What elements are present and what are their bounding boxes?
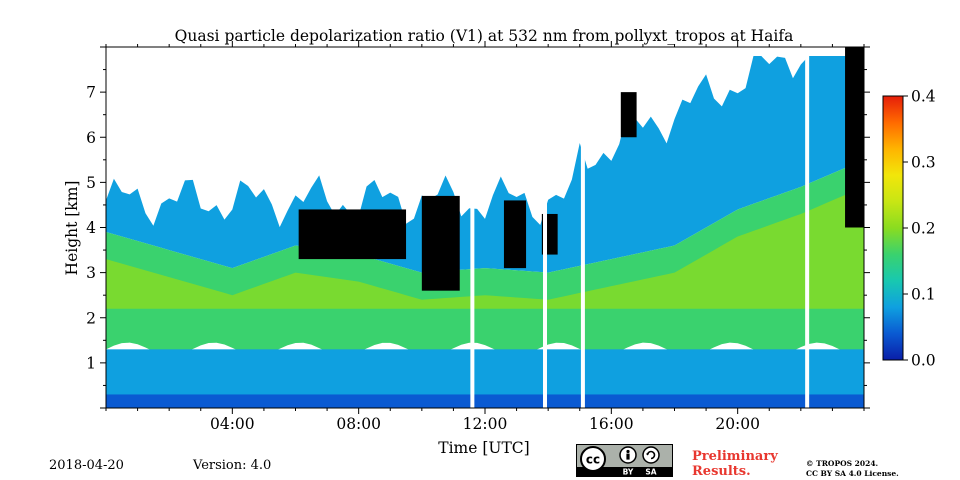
y-tick-label: 1 (86, 354, 96, 372)
x-tick-label: 20:00 (715, 415, 760, 433)
y-tick-label: 2 (86, 309, 96, 327)
x-axis-label: Time [UTC] (438, 439, 529, 457)
svg-text:SA: SA (645, 468, 656, 477)
version-label: Version: 4.0 (193, 458, 272, 473)
y-tick-label: 4 (86, 219, 96, 237)
data-gap (470, 47, 475, 408)
cloud-block (421, 195, 460, 291)
svg-text:BY: BY (623, 468, 634, 477)
colorbar-tick-label: 0.3 (911, 154, 936, 172)
y-axis-label: Height [km] (63, 181, 81, 276)
cc-icon (580, 446, 606, 472)
colorbar (882, 95, 904, 361)
data-gap (805, 47, 810, 408)
y-tick-label: 3 (86, 264, 96, 282)
upper-aerosol-layer (106, 56, 864, 273)
preliminary-results-label: Preliminary Results. (692, 449, 778, 479)
data-gap (580, 47, 585, 408)
cloud-block (503, 200, 527, 269)
share-alike-icon (642, 446, 660, 464)
x-tick-label: 08:00 (336, 415, 381, 433)
cloud-block (620, 92, 637, 138)
y-tick-label: 6 (86, 129, 96, 147)
x-tick-label: 04:00 (210, 415, 255, 433)
x-axis: 04:00 08:00 12:00 16:00 20:00 (105, 41, 865, 433)
date-label: 2018-04-20 (49, 458, 124, 473)
cloud-block (298, 209, 407, 260)
chart-title: Quasi particle depolarization ratio (V1)… (175, 27, 794, 45)
x-tick-label: 16:00 (589, 415, 634, 433)
colorbar-tick-label: 0.2 (911, 220, 936, 238)
svg-text:cc: cc (586, 453, 600, 467)
cloud-block (845, 47, 864, 228)
y-tick-label: 5 (86, 174, 96, 192)
cc-license-badge: cc BY SA (576, 444, 673, 477)
copyright-notice: © TROPOS 2024. CC BY SA 4.0 License. (806, 459, 899, 478)
y-axis: 1 2 3 4 5 6 7 (86, 46, 870, 409)
colorbar-tick-label: 0.0 (911, 352, 936, 370)
data-gap (543, 47, 548, 408)
heatmap-area (106, 47, 864, 408)
dust-layer-core (106, 186, 864, 309)
y-tick-label: 7 (86, 84, 96, 102)
colorbar-tick-label: 0.1 (911, 286, 936, 304)
surface-layer (106, 394, 864, 408)
colorbar-tick-label: 0.4 (911, 88, 936, 106)
colorbar-ticks: 0.0 0.1 0.2 0.3 0.4 (903, 88, 936, 370)
x-tick-label: 12:00 (463, 415, 508, 433)
